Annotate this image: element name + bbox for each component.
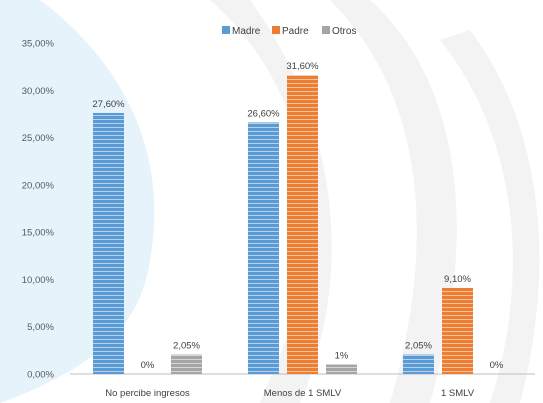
data-label: 26,60% [247, 108, 280, 119]
y-tick-label: 10,00% [22, 275, 55, 286]
legend-label: Padre [282, 26, 309, 37]
data-label: 1% [335, 351, 349, 362]
legend-item: Madre [222, 26, 261, 37]
x-category-label: No percibe ingresos [105, 388, 190, 399]
y-tick-label: 0,00% [27, 370, 54, 381]
bar-otros [326, 364, 357, 374]
legend-swatch [272, 26, 280, 34]
legend-item: Otros [322, 26, 356, 37]
legend-label: Madre [232, 26, 261, 37]
y-tick-label: 25,00% [22, 133, 55, 144]
data-label: 0% [490, 360, 504, 371]
y-tick-label: 15,00% [22, 228, 55, 239]
y-tick-label: 5,00% [27, 322, 54, 333]
x-category-label: Menos de 1 SMLV [264, 388, 342, 399]
legend-swatch [322, 26, 330, 34]
bar-madre [248, 122, 279, 374]
bar-otros [171, 354, 202, 374]
data-label: 0% [141, 360, 155, 371]
bar-madre [403, 354, 434, 374]
data-label: 2,05% [173, 341, 200, 352]
legend-swatch [222, 26, 230, 34]
data-label: 9,10% [444, 274, 471, 285]
bar-madre [93, 112, 124, 375]
legend-item: Padre [272, 26, 309, 37]
bar-padre [287, 75, 318, 374]
legend-label: Otros [332, 26, 356, 37]
y-tick-label: 20,00% [22, 180, 55, 191]
x-category-label: 1 SMLV [441, 388, 475, 399]
bar-padre [442, 287, 473, 374]
data-label: 27,60% [92, 99, 125, 110]
data-label: 31,60% [286, 61, 319, 72]
y-tick-label: 35,00% [22, 39, 55, 50]
data-label: 2,05% [405, 341, 432, 352]
y-tick-label: 30,00% [22, 86, 55, 97]
